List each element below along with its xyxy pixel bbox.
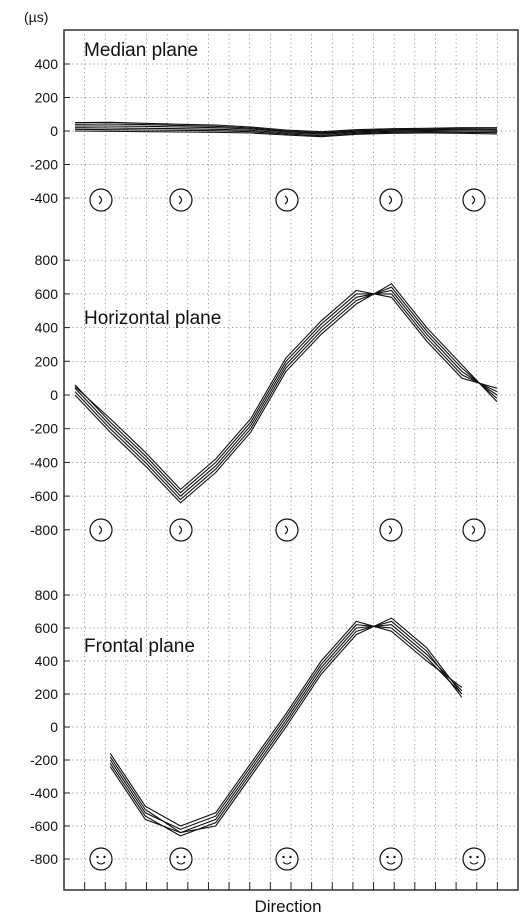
y-tick-label: -200 [30,421,58,437]
series-line [74,286,498,501]
ear-icon [388,525,393,535]
eye-icon [386,855,389,859]
y-tick-label: -800 [30,851,58,867]
head-icon [275,847,299,871]
unit-label: (µs) [24,9,48,25]
y-tick-label: 200 [35,90,59,106]
y-tick-label: -600 [30,818,58,834]
series-line [74,128,498,137]
series-line [74,121,497,133]
series-line [74,127,498,135]
y-tick-label: -600 [30,488,58,504]
head-icon [89,847,113,871]
mouth-icon [282,861,292,865]
series-line [74,293,498,494]
ear-icon [471,195,476,205]
eye-icon [469,855,472,859]
eye-icon [476,855,479,859]
y-tick-label: 600 [35,286,59,302]
ear-icon [284,195,289,205]
y-tick-label: 0 [50,387,58,403]
head-icon [169,847,193,871]
y-tick-label: -800 [30,522,58,538]
y-tick-label: 200 [35,353,59,369]
series-line [74,123,498,134]
ear-icon [98,525,103,535]
y-tick-label: -200 [30,752,58,768]
y-tick-label: 600 [35,620,59,636]
y-tick-label: 400 [35,320,59,336]
series-line [109,620,463,827]
series-line [109,624,463,834]
ear-icon [178,195,183,205]
ear-icon [388,195,393,205]
y-tick-label: -400 [30,785,58,801]
y-tick-label: 0 [50,719,58,735]
series-line [74,289,498,497]
panel-title: Horizontal plane [84,308,221,329]
mouth-icon [469,861,479,865]
eye-icon [282,855,285,859]
eye-icon [183,855,186,859]
eye-icon [289,855,292,859]
ear-icon [178,525,183,535]
y-tick-label: 0 [50,123,58,139]
eye-icon [96,855,99,859]
mouth-icon [386,861,396,865]
series-line [74,130,498,138]
eye-icon [393,855,396,859]
panel-title: Frontal plane [84,636,195,657]
mouth-icon [96,861,106,865]
series-line [109,620,463,837]
y-tick-label: -400 [30,454,58,470]
ear-icon [284,525,289,535]
series-line [75,125,498,134]
y-tick-label: 400 [35,653,59,669]
eye-icon [176,855,179,859]
ear-icon [471,525,476,535]
y-tick-label: 800 [35,252,59,268]
ear-icon [98,195,103,205]
series-line [74,283,498,504]
head-icon [379,847,403,871]
panel-title: Median plane [84,40,198,61]
eye-icon [103,855,106,859]
series-line [109,624,463,830]
head-icon [462,847,486,871]
y-tick-label: 200 [35,686,59,702]
y-tick-label: 800 [35,587,59,603]
series-line [74,289,498,491]
mouth-icon [176,861,186,865]
y-tick-label: -400 [30,190,58,206]
y-tick-label: 400 [35,56,59,72]
series-line [109,617,463,834]
x-axis-label: Direction [254,897,321,916]
y-tick-label: -200 [30,157,58,173]
